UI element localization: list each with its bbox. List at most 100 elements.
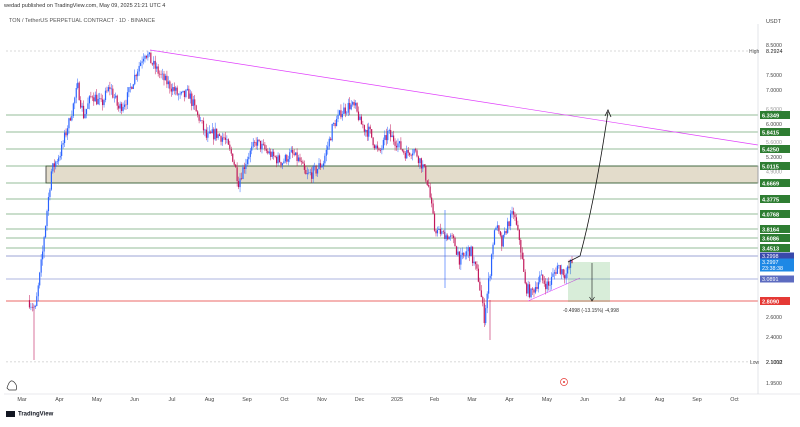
candle-body xyxy=(261,143,263,150)
candle-body xyxy=(558,265,560,266)
candle-body xyxy=(548,281,550,286)
candle-body xyxy=(34,306,36,308)
candle-body xyxy=(540,274,542,276)
candle-body xyxy=(118,105,120,109)
candle-body xyxy=(170,88,172,92)
candle-body xyxy=(103,100,105,106)
candle-body xyxy=(438,229,440,230)
y-tick-label: 2.4000 xyxy=(766,335,782,341)
candle-body xyxy=(94,94,96,102)
candle-body xyxy=(359,116,361,120)
candle-body xyxy=(353,102,355,106)
candle-body xyxy=(135,74,137,77)
candle-body xyxy=(394,141,396,146)
resistance-value: 4.0768 xyxy=(762,212,779,218)
candle-body xyxy=(420,158,422,169)
price-tag xyxy=(760,252,794,260)
y-tick-label: 2.1000 xyxy=(766,360,782,366)
candle-body xyxy=(398,141,401,144)
candle-body xyxy=(537,282,539,289)
candle-body xyxy=(507,221,509,233)
candle-body xyxy=(471,246,474,264)
resistance-tag xyxy=(760,111,790,119)
candle-body xyxy=(467,247,469,252)
candle-body xyxy=(479,281,481,291)
candle-body xyxy=(245,164,247,169)
x-tick-label: Mar xyxy=(467,397,476,403)
low-value: 2.1012 xyxy=(766,360,783,366)
candle-body xyxy=(82,105,85,119)
candle-body xyxy=(172,87,174,92)
candle-body xyxy=(166,75,168,85)
candle-body xyxy=(460,254,462,265)
resistance-tag xyxy=(760,145,790,153)
candle-body xyxy=(501,235,503,247)
candle-body xyxy=(369,126,371,130)
brand-text: TradingView xyxy=(18,412,54,418)
candle-body xyxy=(546,281,548,290)
candle-body xyxy=(44,226,47,238)
x-tick-label: Feb xyxy=(430,397,439,403)
candle-body xyxy=(97,98,99,105)
candle-body xyxy=(316,169,319,174)
candle-body xyxy=(164,75,167,81)
candle-body xyxy=(338,110,341,116)
candle-body xyxy=(401,149,403,151)
candle-body xyxy=(194,99,196,106)
tradingview-brand[interactable]: TradingView xyxy=(6,411,53,418)
candle-body xyxy=(224,137,227,140)
x-tick-label: Jun xyxy=(580,397,589,403)
x-tick-label: Nov xyxy=(317,397,327,403)
candle-body xyxy=(350,104,352,110)
candle-body xyxy=(100,98,102,100)
candle-body xyxy=(85,108,88,115)
candle-body xyxy=(268,151,270,154)
candle-body xyxy=(414,149,417,151)
candle-body xyxy=(419,158,421,164)
candle-body xyxy=(157,66,159,74)
candle-body xyxy=(385,135,387,141)
resistance-value: 5.0115 xyxy=(762,164,779,170)
candle-body xyxy=(366,130,368,137)
candle-body xyxy=(246,159,248,165)
x-tick-label: Jun xyxy=(130,397,139,403)
candle-body xyxy=(363,125,365,132)
candle-body xyxy=(527,284,529,294)
candle-body xyxy=(217,134,219,138)
candle-body xyxy=(512,211,515,215)
candle-body xyxy=(517,224,519,230)
y-tick-label: 8.5000 xyxy=(766,43,782,49)
candle-body xyxy=(347,102,349,113)
candle-body xyxy=(254,142,256,143)
candle-body xyxy=(40,259,42,273)
candle-body xyxy=(335,118,338,127)
candle-body xyxy=(223,137,225,139)
candle-body xyxy=(428,185,430,187)
high-label: High xyxy=(749,49,760,55)
candle-body xyxy=(373,145,376,149)
candle-body xyxy=(352,102,354,105)
candle-body xyxy=(490,254,493,276)
candle-body xyxy=(63,132,66,144)
event-icon xyxy=(560,378,568,386)
supply-zone xyxy=(45,165,759,184)
candle-body xyxy=(42,251,44,260)
y-tick-label: 2.6000 xyxy=(766,315,782,321)
candle-body xyxy=(436,229,439,234)
candle-body xyxy=(129,86,131,88)
candle-body xyxy=(362,124,364,126)
candle-body xyxy=(286,155,288,162)
candle-body xyxy=(176,87,178,95)
candle-body xyxy=(429,186,431,198)
candle-body xyxy=(553,272,556,274)
candle-body xyxy=(343,107,345,115)
candle-body xyxy=(68,118,70,129)
candle-body xyxy=(274,156,276,157)
candle-body xyxy=(550,276,553,285)
x-tick-label: Mar xyxy=(17,397,26,403)
candle-body xyxy=(341,114,344,118)
candle-body xyxy=(382,139,384,149)
candle-body xyxy=(388,130,390,131)
